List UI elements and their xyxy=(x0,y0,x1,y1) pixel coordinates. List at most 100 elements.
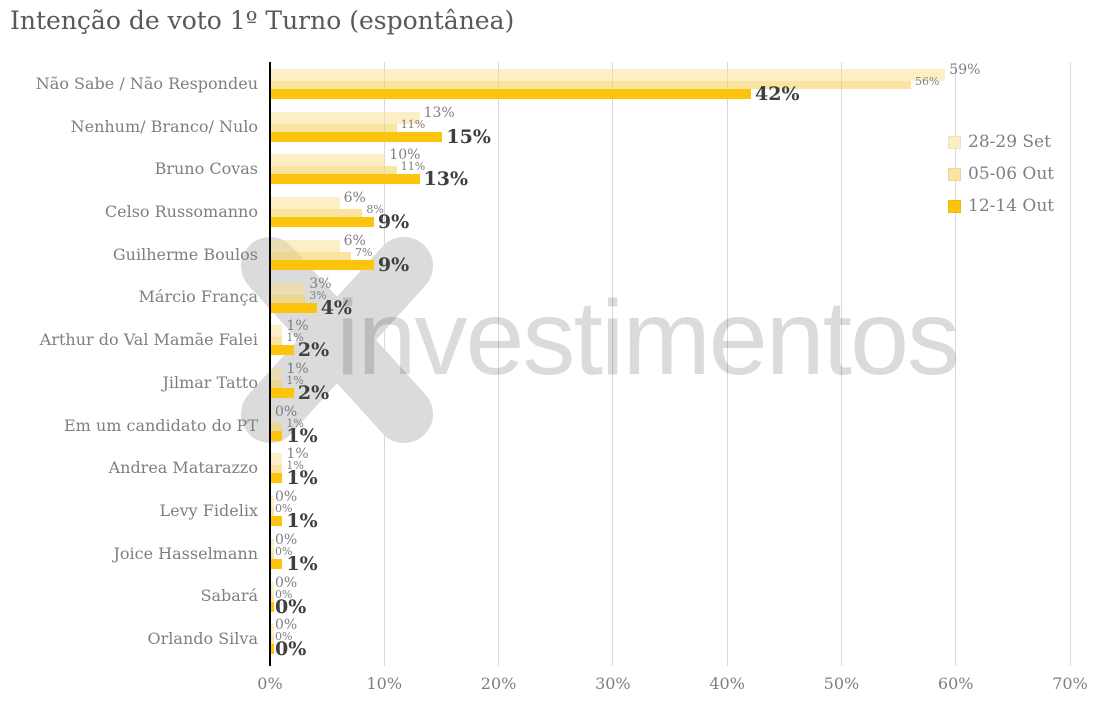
bar-28-29-set xyxy=(271,581,274,594)
value-label-12-14-out: 1% xyxy=(286,467,318,490)
value-label-05-06-out: 0% xyxy=(275,587,293,601)
gridline xyxy=(498,62,500,666)
value-label-28-29-set: 3% xyxy=(309,275,332,292)
watermark-text: investimentos xyxy=(336,279,960,397)
value-label-05-06-out: 0% xyxy=(275,630,293,644)
value-label-28-29-set: 1% xyxy=(286,318,309,335)
bar-28-29-set xyxy=(271,410,274,423)
value-label-12-14-out: 1% xyxy=(286,510,318,533)
bar-12-14-out xyxy=(271,131,443,142)
category-row: Arthur do Val Mamãe Falei 1% 1% 2% xyxy=(0,318,1106,361)
value-label-28-29-set: 0% xyxy=(275,403,298,420)
bar-28-29-set xyxy=(271,496,274,509)
legend: 28-29 Set 05-06 Out 12-14 Out xyxy=(948,132,1055,232)
bar-28-29-set xyxy=(271,538,274,551)
bar-12-14-out xyxy=(271,259,374,270)
bar-05-06-out xyxy=(271,380,283,388)
gridline xyxy=(1069,62,1071,666)
value-label-28-29-set: 0% xyxy=(275,574,298,591)
gridline xyxy=(726,62,728,666)
value-label-28-29-set: 1% xyxy=(286,446,309,463)
x-axis-tick-label: 70% xyxy=(1052,674,1088,693)
bar-05-06-out xyxy=(271,550,274,559)
bar-12-14-out xyxy=(271,217,374,228)
value-label-28-29-set: 0% xyxy=(275,489,298,506)
category-row: Levy Fidelix 0% 0% 1% xyxy=(0,489,1106,532)
value-label-05-06-out: 0% xyxy=(275,502,293,516)
value-label-28-29-set: 59% xyxy=(949,62,981,78)
bar-12-14-out xyxy=(271,516,283,527)
category-label: Em um candidato do PT xyxy=(64,415,258,435)
legend-item-05-06-out: 05-06 Out xyxy=(948,166,1054,183)
bar-12-14-out xyxy=(271,388,294,398)
bar-12-14-out xyxy=(271,430,283,441)
bar-05-06-out xyxy=(271,209,363,218)
legend-item-28-29-set: 28-29 Set xyxy=(948,132,1054,152)
bar-05-06-out xyxy=(271,123,397,132)
bar-28-29-set xyxy=(271,239,340,252)
category-row: Celso Russomanno 6% 8% 9% xyxy=(0,190,1106,233)
bar-28-29-set xyxy=(271,325,283,338)
category-label: Não Sabe / Não Respondeu xyxy=(35,73,258,93)
gridline xyxy=(840,62,842,666)
legend-swatch-05-06-out-icon xyxy=(948,168,961,181)
bar-28-29-set xyxy=(271,453,283,466)
category-row: Nenhum/ Branco/ Nulo 13% 11% 15% xyxy=(0,105,1106,148)
value-label-12-14-out: 9% xyxy=(377,253,410,276)
bar-28-29-set xyxy=(271,69,946,81)
value-label-12-14-out: 15% xyxy=(446,125,491,148)
x-axis-tick-label: 40% xyxy=(709,674,745,693)
x-axis-tick-label: 20% xyxy=(480,674,517,693)
category-label: Bruno Covas xyxy=(154,159,258,179)
category-row: Guilherme Boulos 6% 7% 9% xyxy=(0,233,1106,276)
x-axis-tick-label: 30% xyxy=(595,674,631,693)
bar-12-14-out xyxy=(271,644,274,655)
x-axis-tick-label: 0% xyxy=(257,674,283,693)
bar-12-14-out xyxy=(271,601,274,612)
category-label: Jilmar Tatto xyxy=(162,372,258,392)
category-label: Celso Russomanno xyxy=(104,201,258,221)
bar-12-14-out xyxy=(271,174,420,185)
bar-05-06-out xyxy=(271,337,283,346)
category-label: Sabará xyxy=(200,586,258,606)
bar-12-14-out xyxy=(271,558,283,569)
bar-12-14-out xyxy=(271,345,294,356)
value-label-12-14-out: 0% xyxy=(275,638,307,661)
bar-28-29-set xyxy=(271,368,283,380)
value-label-12-14-out: 4% xyxy=(320,296,352,319)
bar-28-29-set xyxy=(271,154,386,167)
bar-05-06-out xyxy=(271,422,283,431)
value-label-05-06-out: 8% xyxy=(366,203,384,217)
bar-12-14-out xyxy=(271,89,751,99)
value-label-12-14-out: 9% xyxy=(377,211,410,234)
bar-28-29-set xyxy=(271,197,340,210)
bar-12-14-out xyxy=(271,473,283,484)
value-label-05-06-out: 56% xyxy=(915,75,940,88)
legend-label: 28-29 Set xyxy=(968,132,1051,152)
legend-swatch-12-14-out-icon xyxy=(948,200,961,213)
gridline xyxy=(612,62,614,666)
category-label: Orlando Silva xyxy=(147,629,258,649)
plot-area: 0% 10% 20% 30% 40% 50% 60% 70% Não Sabe / Não Re… xyxy=(0,62,1106,693)
value-label-12-14-out: 2% xyxy=(297,339,330,362)
value-label-12-14-out: 2% xyxy=(297,382,330,404)
bar-05-06-out xyxy=(271,508,274,517)
value-label-12-14-out: 42% xyxy=(755,83,800,105)
category-label: Joice Hasselmann xyxy=(113,543,259,563)
legend-label: 12-14 Out xyxy=(968,196,1055,216)
chart-title: Intenção de voto 1º Turno (espontânea) xyxy=(10,6,515,35)
y-axis-line xyxy=(269,62,271,666)
bar-28-29-set xyxy=(271,282,306,295)
category-row: Não Sabe / Não Respondeu 59% 56% 42% xyxy=(0,62,1106,105)
value-label-28-29-set: 10% xyxy=(389,147,421,164)
value-label-05-06-out: 1% xyxy=(286,416,304,430)
value-label-05-06-out: 3% xyxy=(309,288,327,302)
value-label-12-14-out: 13% xyxy=(423,168,469,191)
category-row: Jilmar Tatto 1% 1% 2% xyxy=(0,361,1106,404)
category-row: Sabará 0% 0% 0% xyxy=(0,575,1106,618)
x-axis-tick-label: 10% xyxy=(366,674,403,693)
value-label-05-06-out: 11% xyxy=(400,160,426,174)
category-row: Márcio França 3% 3% 4% xyxy=(0,276,1106,319)
category-row: Em um candidato do PT 0% 1% 1% xyxy=(0,404,1106,447)
